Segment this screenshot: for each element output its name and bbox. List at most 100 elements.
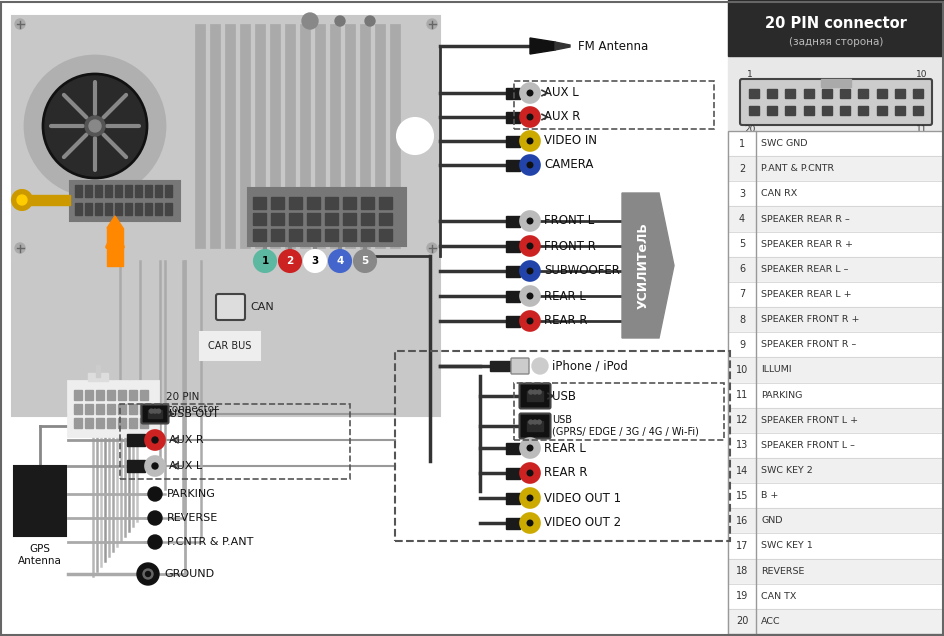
Bar bbox=[527, 391, 542, 401]
Text: VIDEO OUT 2: VIDEO OUT 2 bbox=[544, 516, 620, 530]
Text: PARKING: PARKING bbox=[760, 391, 801, 399]
Bar bbox=[379, 213, 392, 225]
Text: 13: 13 bbox=[735, 440, 748, 450]
Text: ACC: ACC bbox=[760, 617, 780, 626]
Bar bbox=[727, 0, 943, 636]
Bar bbox=[361, 229, 374, 241]
Bar bbox=[165, 203, 172, 215]
Text: REAR L: REAR L bbox=[544, 289, 585, 303]
Bar bbox=[343, 197, 356, 209]
Circle shape bbox=[15, 19, 25, 29]
Bar bbox=[821, 89, 831, 98]
Text: 5: 5 bbox=[738, 239, 744, 249]
Text: SPEAKER FRONT L +: SPEAKER FRONT L + bbox=[760, 416, 857, 425]
Bar bbox=[140, 418, 148, 428]
Circle shape bbox=[157, 409, 160, 413]
Bar bbox=[505, 518, 519, 529]
Bar bbox=[95, 185, 102, 197]
Circle shape bbox=[143, 569, 153, 579]
Circle shape bbox=[527, 495, 532, 501]
Bar bbox=[225, 24, 235, 248]
Text: iPhone / iPod: iPhone / iPod bbox=[551, 359, 627, 373]
Text: REAR R: REAR R bbox=[544, 314, 587, 328]
Bar bbox=[155, 185, 161, 197]
FancyBboxPatch shape bbox=[519, 384, 550, 408]
Circle shape bbox=[17, 195, 27, 205]
Bar bbox=[857, 106, 868, 115]
Bar bbox=[505, 291, 519, 301]
Bar bbox=[490, 361, 512, 371]
Circle shape bbox=[519, 261, 539, 281]
Circle shape bbox=[148, 511, 161, 525]
Bar bbox=[727, 534, 943, 558]
Bar bbox=[505, 216, 519, 226]
FancyArrowPatch shape bbox=[107, 232, 123, 263]
Circle shape bbox=[354, 250, 376, 272]
Bar bbox=[727, 584, 943, 609]
Text: 20: 20 bbox=[735, 616, 748, 626]
Bar bbox=[194, 24, 205, 248]
Text: 12: 12 bbox=[735, 415, 748, 425]
Bar bbox=[271, 229, 284, 241]
Circle shape bbox=[527, 520, 532, 526]
Text: CAN: CAN bbox=[250, 302, 274, 312]
Circle shape bbox=[43, 74, 147, 178]
Bar bbox=[105, 203, 112, 215]
Bar bbox=[148, 410, 161, 417]
Circle shape bbox=[527, 268, 532, 274]
Bar bbox=[505, 135, 519, 146]
Bar bbox=[514, 81, 714, 129]
Bar bbox=[126, 460, 144, 472]
Text: 6: 6 bbox=[738, 265, 744, 274]
Text: PARKING: PARKING bbox=[167, 489, 215, 499]
Text: CAN TX: CAN TX bbox=[760, 591, 796, 601]
Text: CAMERA: CAMERA bbox=[544, 158, 593, 172]
Bar bbox=[749, 106, 758, 115]
Text: 2: 2 bbox=[738, 163, 744, 174]
Bar bbox=[270, 24, 279, 248]
Circle shape bbox=[12, 190, 32, 210]
Text: AUX R: AUX R bbox=[169, 435, 203, 445]
Text: REVERSE: REVERSE bbox=[167, 513, 218, 523]
Bar bbox=[85, 203, 92, 215]
Text: CAR BUS: CAR BUS bbox=[208, 341, 251, 351]
Bar bbox=[271, 213, 284, 225]
Bar bbox=[727, 307, 943, 332]
Bar bbox=[727, 156, 943, 181]
Circle shape bbox=[519, 438, 539, 458]
Text: SPEAKER REAR L +: SPEAKER REAR L + bbox=[760, 290, 851, 299]
Text: 3: 3 bbox=[311, 256, 318, 266]
Text: 19: 19 bbox=[735, 591, 748, 601]
Circle shape bbox=[427, 19, 436, 29]
Text: FM Antenna: FM Antenna bbox=[578, 39, 648, 53]
Bar bbox=[802, 89, 813, 98]
Bar bbox=[361, 213, 374, 225]
Bar bbox=[727, 332, 943, 357]
Bar bbox=[155, 203, 161, 215]
Bar bbox=[75, 203, 82, 215]
Bar bbox=[727, 207, 943, 232]
Bar bbox=[784, 89, 795, 98]
Text: SPEAKER REAR R –: SPEAKER REAR R – bbox=[760, 214, 849, 223]
Bar bbox=[129, 390, 137, 400]
Text: P.CNTR & P.ANT: P.CNTR & P.ANT bbox=[167, 537, 253, 547]
Bar bbox=[343, 229, 356, 241]
Bar bbox=[727, 508, 943, 534]
Bar bbox=[14, 466, 66, 536]
Bar bbox=[727, 433, 943, 458]
Text: 9: 9 bbox=[738, 340, 744, 350]
Text: SPEAKER FRONT R +: SPEAKER FRONT R + bbox=[760, 315, 859, 324]
Bar bbox=[200, 332, 260, 360]
Text: FRONT R: FRONT R bbox=[544, 240, 596, 252]
Text: AUX R: AUX R bbox=[544, 111, 580, 123]
Bar bbox=[505, 492, 519, 504]
Text: FRONT L: FRONT L bbox=[544, 214, 594, 228]
Bar bbox=[912, 89, 922, 98]
Text: REAR L: REAR L bbox=[544, 441, 585, 455]
Circle shape bbox=[519, 236, 539, 256]
Bar bbox=[325, 197, 338, 209]
Circle shape bbox=[427, 243, 436, 253]
Bar bbox=[253, 197, 265, 209]
Bar bbox=[12, 256, 440, 416]
Bar bbox=[727, 558, 943, 584]
